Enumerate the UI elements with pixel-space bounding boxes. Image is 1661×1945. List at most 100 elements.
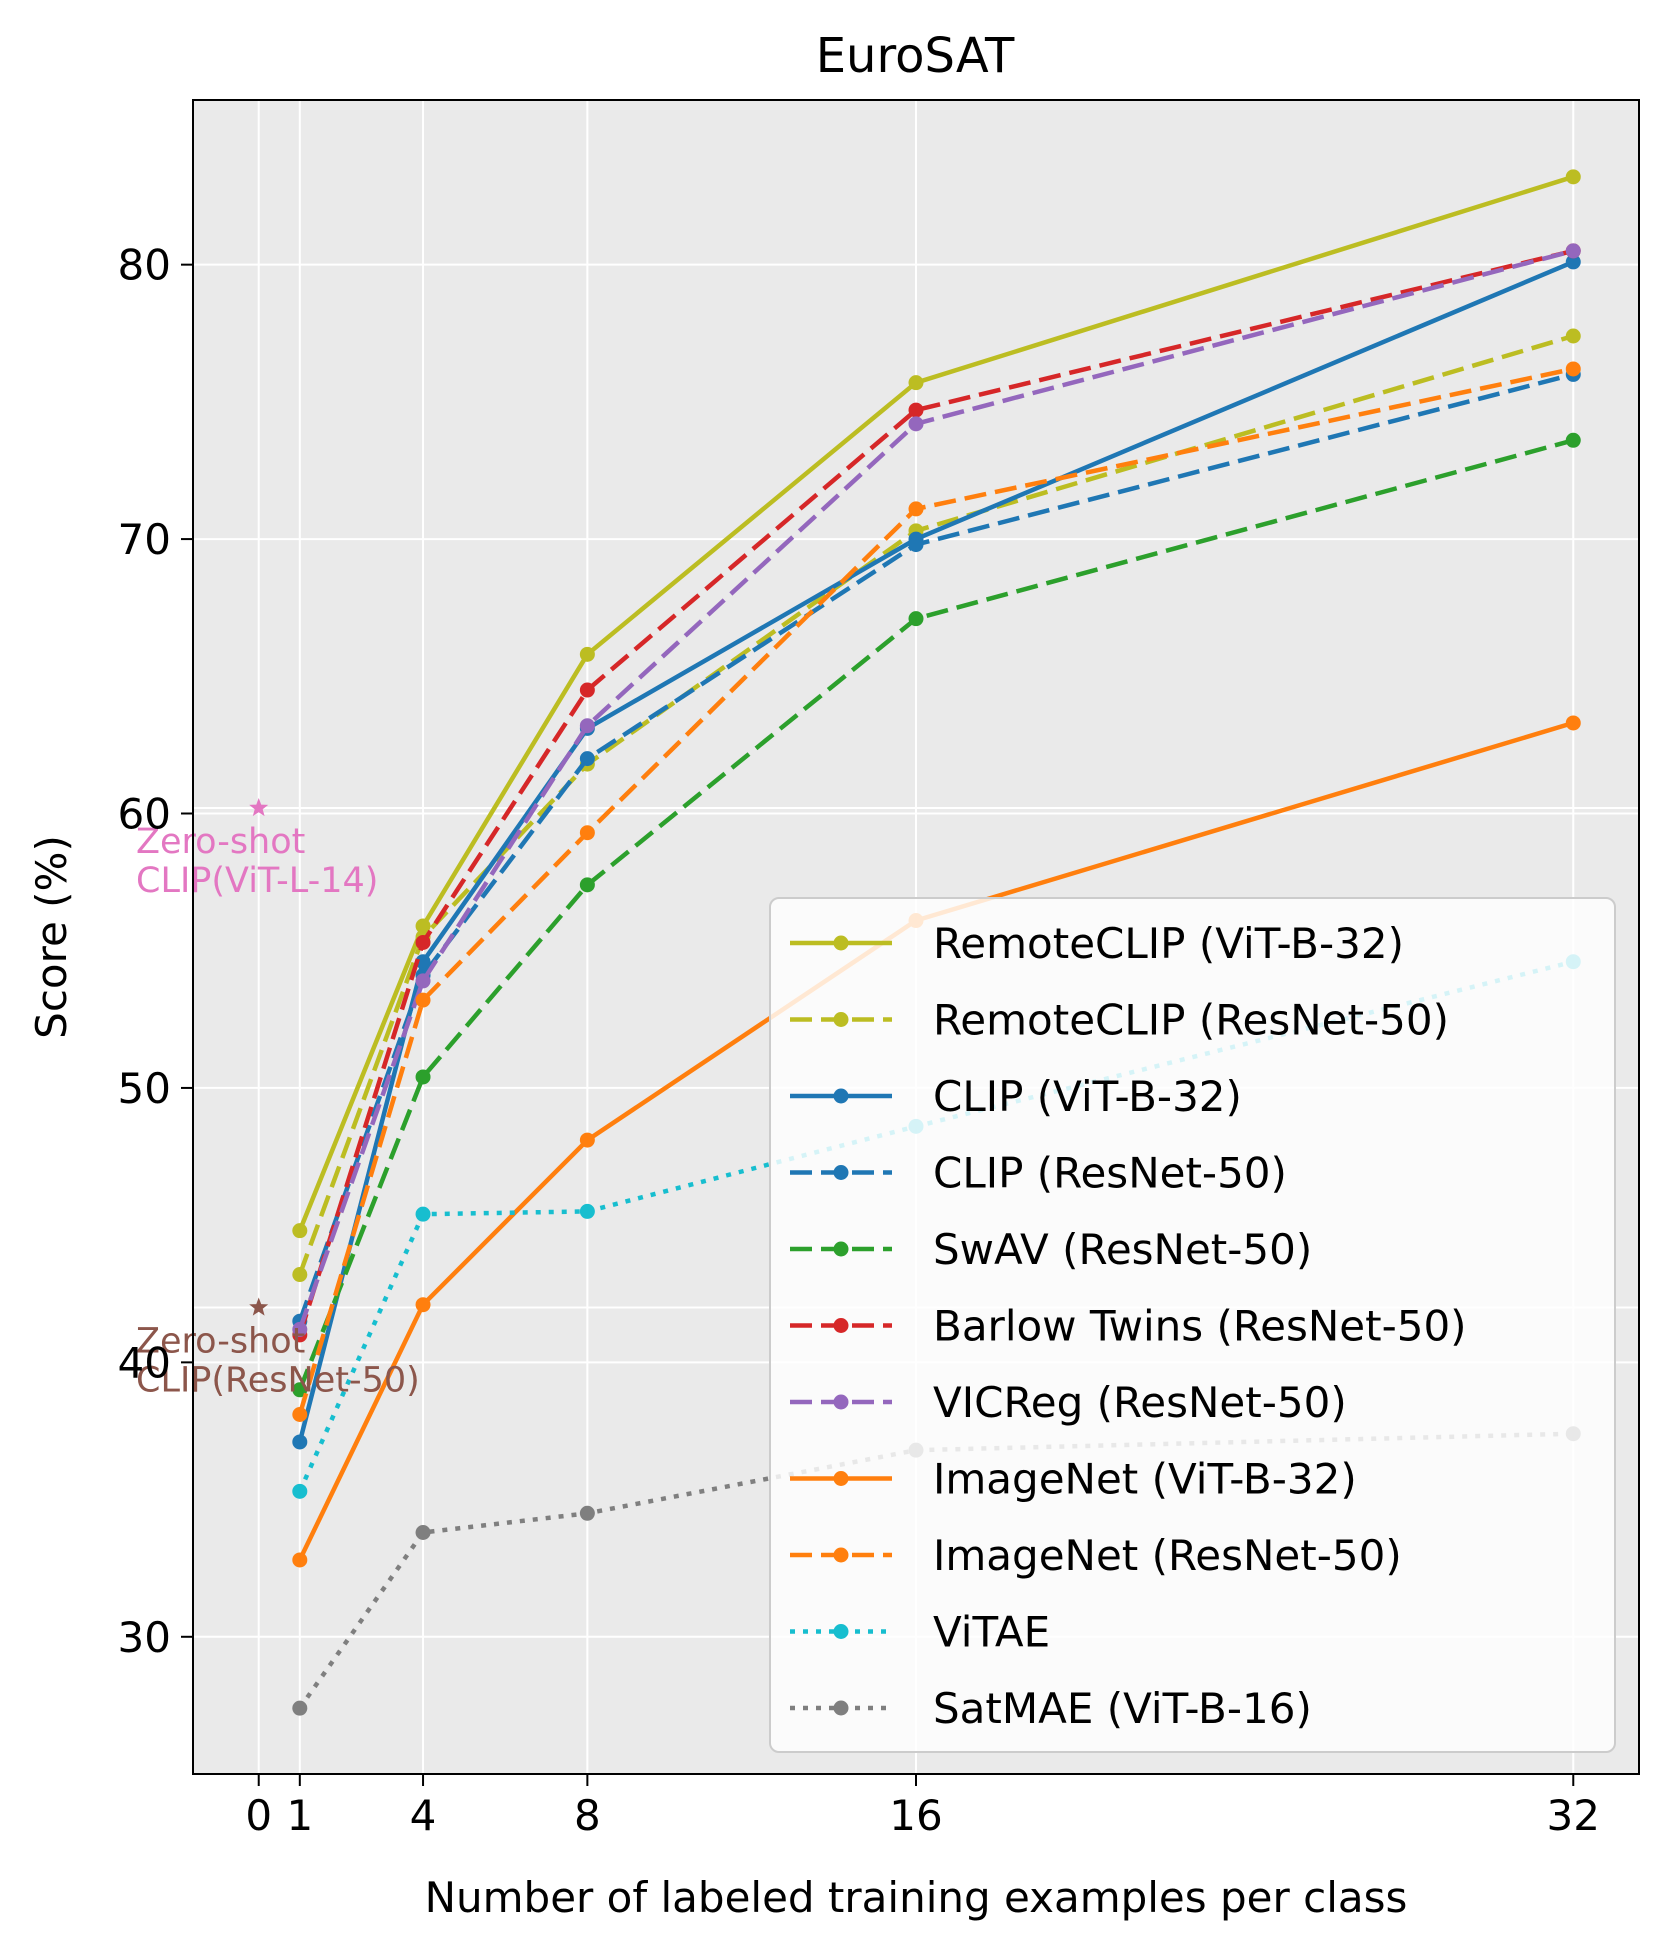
y-axis-label: Score (%) — [27, 835, 76, 1039]
legend-marker — [833, 1318, 849, 1333]
series-layer — [292, 169, 1581, 1716]
annotation-line1: Zero-shot — [136, 822, 305, 862]
legend-label: SwAV (ResNet-50) — [933, 1225, 1312, 1274]
data-point — [579, 646, 595, 662]
legend-label: RemoteCLIP (ViT-B-32) — [933, 919, 1404, 968]
y-tick-label: 50 — [118, 1064, 171, 1113]
data-point — [292, 1321, 308, 1337]
legend-label: VICReg (ResNet-50) — [933, 1378, 1347, 1427]
x-tick-label: 1 — [286, 1791, 313, 1840]
legend-entry-5: Barlow Twins (ResNet-50) — [790, 1302, 1467, 1351]
data-point — [415, 934, 431, 950]
data-point — [908, 375, 924, 391]
data-point — [415, 1525, 431, 1541]
legend-marker — [833, 935, 849, 951]
data-point — [415, 1206, 431, 1222]
annotation-line2: CLIP(ViT-L-14) — [136, 861, 378, 901]
data-point — [292, 1407, 308, 1423]
chart-title: EuroSAT — [816, 28, 1015, 84]
legend-entry-8: ImageNet (ResNet-50) — [790, 1531, 1402, 1580]
legend-entry-4: SwAV (ResNet-50) — [790, 1225, 1312, 1274]
data-point — [1565, 361, 1581, 377]
x-tick-label: 16 — [889, 1791, 942, 1840]
x-tick-label: 8 — [574, 1791, 601, 1840]
data-point — [579, 751, 595, 767]
x-tick-label: 32 — [1547, 1791, 1600, 1840]
legend-label: ImageNet (ViT-B-32) — [933, 1455, 1357, 1504]
data-point — [579, 825, 595, 841]
data-point — [579, 718, 595, 734]
legend-marker — [833, 1624, 849, 1639]
data-point — [415, 992, 431, 1008]
data-point — [908, 501, 924, 517]
data-point — [292, 1267, 308, 1283]
y-tick-label: 40 — [118, 1338, 171, 1387]
annotation-line2: CLIP(ResNet-50) — [136, 1360, 420, 1400]
legend-marker — [833, 1471, 849, 1486]
zero-shot-marker-0 — [249, 798, 269, 817]
data-point — [908, 537, 924, 553]
data-point — [292, 1552, 308, 1568]
data-point — [292, 1483, 308, 1499]
y-tick-label: 30 — [118, 1613, 171, 1662]
legend-box — [769, 897, 1616, 1753]
data-point — [415, 918, 431, 934]
data-point — [292, 1434, 308, 1450]
data-point — [292, 1382, 308, 1398]
x-tick-label: 0 — [245, 1791, 272, 1840]
legend-marker — [833, 1088, 849, 1104]
legend-label: CLIP (ViT-B-32) — [933, 1072, 1242, 1121]
y-tick-label: 60 — [118, 790, 171, 839]
legend-label: ImageNet (ResNet-50) — [933, 1531, 1402, 1580]
series-0 — [292, 169, 1581, 1239]
series-line — [297, 248, 1574, 1336]
data-point — [579, 682, 595, 698]
data-point — [415, 954, 431, 970]
zero-shot-marker-1 — [249, 1297, 269, 1316]
legend-entry-1: RemoteCLIP (ResNet-50) — [790, 996, 1449, 1045]
data-point — [415, 1297, 431, 1313]
legend-entry-10: SatMAE (ViT-B-16) — [790, 1684, 1312, 1733]
data-point — [1565, 432, 1581, 448]
y-tick-label: 80 — [118, 241, 171, 290]
legend-marker — [833, 1012, 849, 1027]
legend-marker — [833, 1394, 849, 1410]
series-6 — [292, 243, 1581, 1337]
series-line — [297, 248, 1574, 1331]
data-point — [579, 1132, 595, 1148]
y-tick-label: 70 — [118, 515, 171, 564]
x-axis-label: Number of labeled training examples per … — [425, 1873, 1408, 1922]
data-point — [415, 1069, 431, 1085]
series-8 — [292, 361, 1581, 1423]
legend-label: RemoteCLIP (ResNet-50) — [933, 996, 1449, 1045]
zero-shot-annotations: Zero-shotCLIP(ViT-L-14)Zero-shotCLIP(Res… — [136, 798, 420, 1400]
legend-entry-3: CLIP (ResNet-50) — [790, 1149, 1287, 1198]
data-point — [292, 1223, 308, 1239]
legend-label: Barlow Twins (ResNet-50) — [933, 1302, 1467, 1351]
legend-label: SatMAE (ViT-B-16) — [933, 1684, 1312, 1733]
data-point — [1565, 243, 1581, 259]
legend-marker — [833, 1241, 849, 1257]
legend-entry-2: CLIP (ViT-B-32) — [790, 1072, 1242, 1121]
annotation-line1: Zero-shot — [136, 1321, 305, 1361]
data-point — [579, 1203, 595, 1219]
legend-entry-0: RemoteCLIP (ViT-B-32) — [790, 919, 1404, 968]
data-point — [292, 1700, 308, 1716]
data-point — [579, 877, 595, 893]
legend-entry-6: VICReg (ResNet-50) — [790, 1378, 1347, 1427]
data-point — [908, 611, 924, 627]
data-point — [908, 416, 924, 432]
legend: RemoteCLIP (ViT-B-32) RemoteCLIP (ResNet-… — [769, 897, 1616, 1753]
data-point — [908, 402, 924, 418]
legend-marker — [833, 1165, 849, 1180]
data-point — [415, 973, 431, 989]
data-point — [1565, 715, 1581, 731]
legend-entry-9: ViTAE — [790, 1608, 1050, 1657]
legend-marker — [833, 1700, 849, 1716]
legend-label: ViTAE — [933, 1608, 1050, 1657]
x-tick-label: 4 — [410, 1791, 437, 1840]
legend-entry-7: ImageNet (ViT-B-32) — [790, 1455, 1357, 1504]
series-4 — [292, 432, 1581, 1398]
axes: 0 1 4 8 16 32 30 40 50 60 70 80 — [118, 241, 1600, 1840]
data-point — [1565, 328, 1581, 344]
